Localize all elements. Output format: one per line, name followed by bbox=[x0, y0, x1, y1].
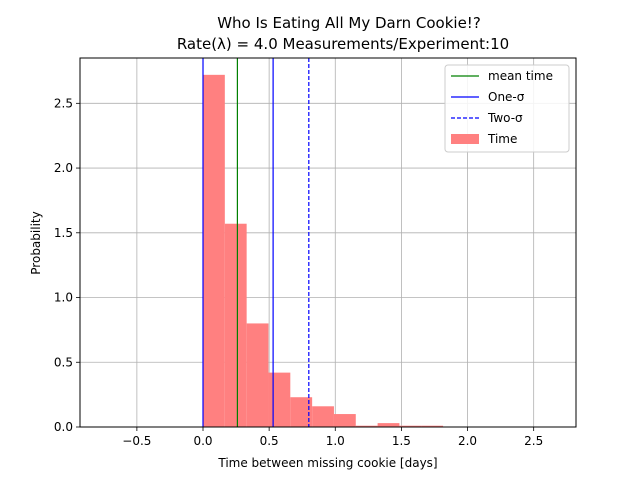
legend-label-mean-time: mean time bbox=[488, 69, 553, 83]
chart-title: Who Is Eating All My Darn Cookie!? bbox=[217, 14, 481, 32]
chart-subtitle: Rate(λ) = 4.0 Measurements/Experiment:10 bbox=[177, 35, 509, 53]
histogram-bar bbox=[421, 425, 444, 427]
histogram-bar bbox=[246, 323, 269, 427]
x-tick-label: 1.0 bbox=[326, 434, 345, 448]
legend-label-two-: Two-σ bbox=[487, 111, 523, 125]
histogram-bar bbox=[268, 372, 291, 427]
histogram-bar bbox=[203, 74, 225, 428]
axis-ticks: −0.5 0.0 0.5 1.0 1.5 2.0 2.5 0.0 0.5 1.0 1.5 2.0 2.5 bbox=[54, 96, 543, 448]
y-tick-label: 2.5 bbox=[54, 96, 73, 110]
histogram-bars bbox=[203, 74, 444, 428]
x-tick-label: 0.5 bbox=[260, 434, 279, 448]
legend-swatch-time bbox=[451, 134, 479, 144]
y-tick-label: 1.0 bbox=[54, 291, 73, 305]
histogram-bar bbox=[333, 414, 356, 427]
plot-frame bbox=[79, 57, 577, 428]
x-tick-label: 2.0 bbox=[458, 434, 477, 448]
y-tick-label: 1.5 bbox=[54, 226, 73, 240]
histogram-bar bbox=[224, 223, 247, 427]
x-tick-label: 1.5 bbox=[392, 434, 411, 448]
x-tick-label: −0.5 bbox=[122, 434, 151, 448]
legend-box bbox=[444, 64, 570, 153]
x-tick-label: 0.0 bbox=[193, 434, 212, 448]
legend: mean time One-σ Two-σ Time bbox=[444, 64, 570, 153]
y-tick-label: 0.5 bbox=[54, 355, 73, 369]
vertical-lines bbox=[202, 58, 310, 427]
legend-label-time: Time bbox=[487, 132, 517, 146]
histogram-bar bbox=[377, 423, 400, 427]
y-tick-label: 2.0 bbox=[54, 161, 73, 175]
y-axis-label: Probability bbox=[29, 211, 43, 274]
x-axis-label: Time between missing cookie [days] bbox=[217, 456, 437, 470]
histogram-bar bbox=[399, 425, 422, 427]
legend-label-one-: One-σ bbox=[488, 90, 525, 104]
histogram-bar bbox=[290, 397, 313, 427]
y-tick-label: 0.0 bbox=[54, 420, 73, 434]
x-tick-label: 2.5 bbox=[524, 434, 543, 448]
histogram-bar bbox=[312, 406, 334, 427]
histogram-bar bbox=[355, 425, 378, 427]
